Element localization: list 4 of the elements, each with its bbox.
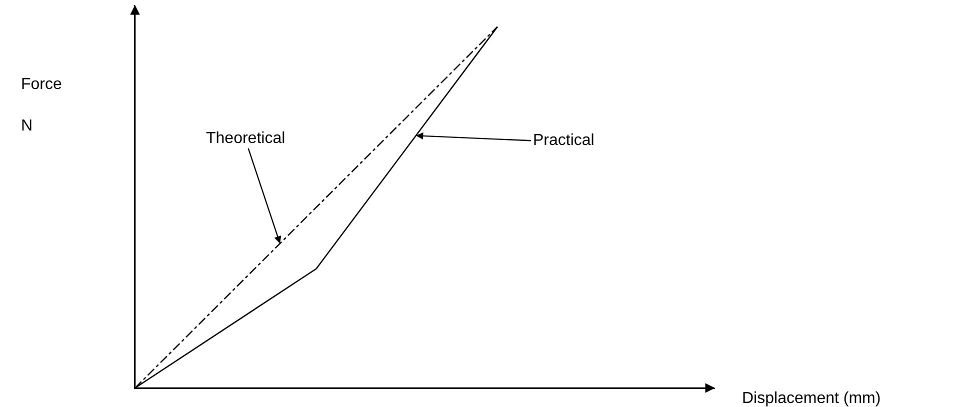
annotation: Practical (533, 132, 594, 149)
x-axis-title: Displacement (mm) (742, 390, 881, 407)
text: Force N (21, 76, 62, 135)
annotation: Theoretical (206, 130, 286, 147)
